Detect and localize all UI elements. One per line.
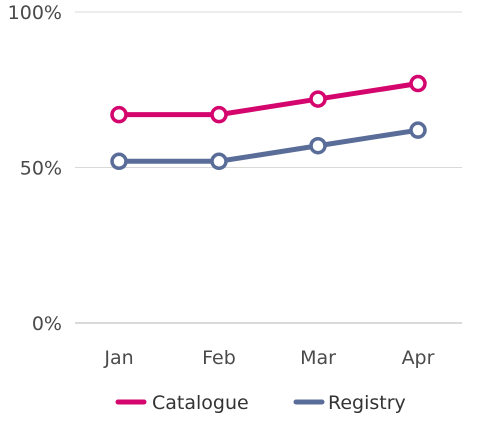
x-tick-label: Jan [103, 347, 133, 369]
data-point-registry-mar [311, 139, 325, 153]
y-tick-label: 100% [8, 2, 62, 24]
y-tick-label: 0% [32, 313, 62, 335]
data-point-catalogue-mar [311, 92, 325, 106]
series-line-catalogue [119, 84, 418, 115]
series [112, 77, 425, 169]
y-tick-label: 50% [20, 158, 62, 180]
legend: Catalogue Registry [118, 392, 406, 414]
data-point-catalogue-feb [212, 108, 226, 122]
series-line-registry [119, 130, 418, 161]
data-point-catalogue-apr [411, 77, 425, 91]
data-point-registry-feb [212, 154, 226, 168]
data-point-catalogue-jan [112, 108, 126, 122]
x-tick-label: Mar [300, 347, 336, 369]
legend-label-catalogue: Catalogue [152, 392, 249, 414]
x-tick-label: Apr [402, 347, 435, 369]
legend-label-registry: Registry [328, 392, 406, 414]
x-axis-tick-labels: Jan Feb Mar Apr [103, 347, 434, 369]
data-point-registry-apr [411, 123, 425, 137]
y-axis-tick-labels: 0% 50% 100% [8, 2, 62, 335]
x-tick-label: Feb [202, 347, 236, 369]
data-point-registry-jan [112, 154, 126, 168]
grid [75, 12, 462, 323]
